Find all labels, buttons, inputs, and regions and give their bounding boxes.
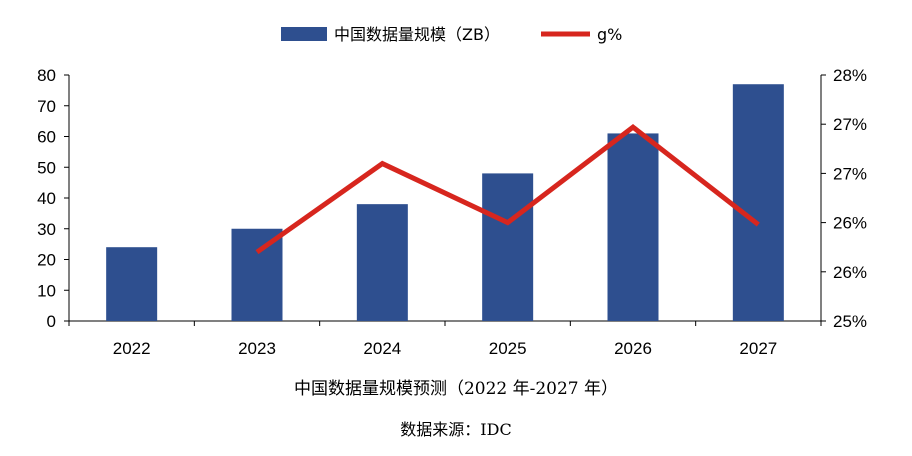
left-y-tick-label: 20: [37, 251, 56, 270]
bar-series: [106, 84, 784, 321]
x-tick-label: 2022: [113, 339, 151, 358]
bar: [106, 247, 158, 321]
bar: [356, 204, 408, 321]
x-tick-label: 2023: [238, 339, 276, 358]
chart: 中国数据量规模（ZB） g% 2022 2023 2024 2025 2026 2027 …: [37, 25, 867, 358]
legend-bar-swatch: [281, 27, 327, 41]
left-y-tick-label: 80: [37, 66, 56, 85]
left-y-tick-label: 70: [37, 97, 56, 116]
right-y-tick-labels: 25% 26% 26% 27% 27% 28%: [833, 66, 867, 331]
right-y-tick-label: 26%: [833, 214, 867, 233]
line-series: [255, 123, 760, 255]
left-y-tick-label: 50: [37, 158, 56, 177]
x-tick-label: 2024: [363, 339, 401, 358]
x-tick-label: 2025: [489, 339, 527, 358]
bar: [482, 173, 534, 321]
right-y-tick-label: 26%: [833, 263, 867, 282]
chart-caption: 中国数据量规模预测（2022 年-2027 年）: [293, 379, 619, 399]
x-tick-label: 2027: [739, 339, 777, 358]
right-y-tick-label: 28%: [833, 66, 867, 85]
left-y-tick-label: 40: [37, 189, 56, 208]
right-y-tick-label: 25%: [833, 312, 867, 331]
bar: [732, 84, 784, 321]
x-tick-label: 2026: [614, 339, 652, 358]
right-y-tick-label: 27%: [833, 115, 867, 134]
left-y-tick-labels: 0 10 20 30 40 50 60 70 80: [37, 66, 56, 331]
bar: [231, 228, 283, 321]
left-y-tick-label: 0: [47, 312, 56, 331]
legend: 中国数据量规模（ZB） g%: [281, 25, 622, 44]
right-y-tick-label: 27%: [833, 164, 867, 183]
x-tick-labels: 2022 2023 2024 2025 2026 2027: [113, 339, 777, 358]
axes: [64, 74, 826, 326]
left-y-tick-label: 10: [37, 281, 56, 300]
legend-bar-label: 中国数据量规模（ZB）: [334, 25, 500, 44]
legend-line-label: g%: [597, 25, 622, 44]
source-note: 数据来源：IDC: [400, 420, 512, 439]
left-y-tick-label: 60: [37, 128, 56, 147]
left-y-tick-label: 30: [37, 220, 56, 239]
bar: [607, 133, 659, 321]
